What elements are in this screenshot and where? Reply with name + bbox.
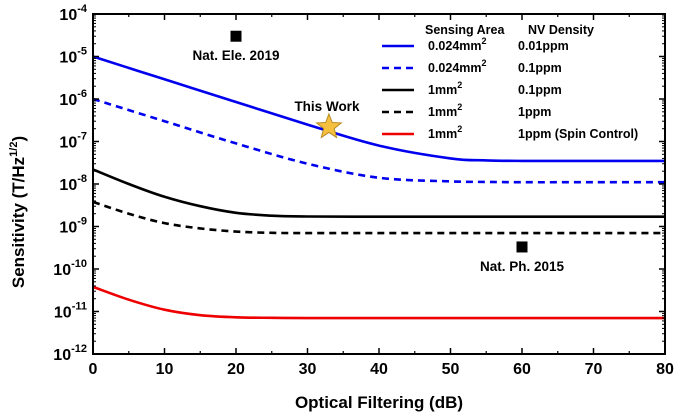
y-tick-label: 10-7 [59,131,87,152]
y-tick-label: 10-10 [53,258,87,279]
axes [92,13,666,355]
reference-points: Nat. Ele. 2019 Nat. Ph. 2015 This Work [192,30,565,274]
y-tick-label: 10-9 [59,216,87,237]
y-axis-title-close: ) [9,136,28,142]
y-tick-label: 10-5 [59,46,87,67]
point-marker-star [315,112,343,139]
x-tick-label: 10 [156,361,174,378]
point-label: Nat. Ele. 2019 [192,48,279,63]
point-label: Nat. Ph. 2015 [480,259,565,274]
x-tick-label: 60 [513,361,531,378]
legend-header-density: NV Density [528,23,594,37]
x-tick-label: 30 [299,361,317,378]
legend-area-4: 1mm2 [428,102,462,119]
legend-area-3: 1mm2 [428,80,462,97]
point-marker-square [516,241,528,253]
series-lines [92,55,665,320]
series-line-2 [92,97,665,184]
legend: Sensing Area NV Density 0.024mm2 0.01ppm 0.0… [382,23,638,141]
y-tick-label: 10-8 [59,173,87,194]
x-tick-label: 80 [656,361,674,378]
tick-labels: 0 10 20 30 40 50 60 70 80 10-4 10-5 10-6 10-7 10-8 10-… [53,3,674,378]
y-tick-label: 10-4 [59,3,87,24]
point-label: This Work [294,99,360,114]
legend-density-3: 0.1ppm [518,83,562,97]
series-line-3 [92,168,665,219]
legend-density-2: 0.1ppm [518,61,562,75]
legend-density-4: 1ppm [518,105,551,119]
point-marker-square [230,30,242,42]
legend-area-2: 0.024mm2 [428,58,487,75]
x-tick-label: 70 [585,361,603,378]
legend-density-1: 0.01ppm [518,39,569,53]
x-tick-label: 20 [227,361,245,378]
y-tick-label: 10-11 [54,301,87,322]
legend-density-5: 1ppm (Spin Control) [518,127,638,141]
series-line-1 [92,55,665,163]
plot-frame [92,13,666,355]
series-line-4 [92,200,665,235]
x-tick-label: 40 [370,361,388,378]
y-axis-title-main: Sensitivity (T/Hz [9,157,28,288]
y-tick-label: 10-12 [53,343,87,364]
legend-header-area: Sensing Area [425,23,505,37]
legend-area-5: 1mm2 [428,124,462,141]
x-tick-label: 0 [89,361,98,378]
y-axis-title: Sensitivity (T/Hz1/2) [8,136,28,288]
x-axis-title: Optical Filtering (dB) [295,393,463,412]
series-line-5 [92,285,665,320]
y-tick-label: 10-6 [59,88,87,109]
x-tick-label: 50 [442,361,460,378]
y-axis-title-sup: 1/2 [8,142,20,157]
legend-area-1: 0.024mm2 [428,36,487,53]
